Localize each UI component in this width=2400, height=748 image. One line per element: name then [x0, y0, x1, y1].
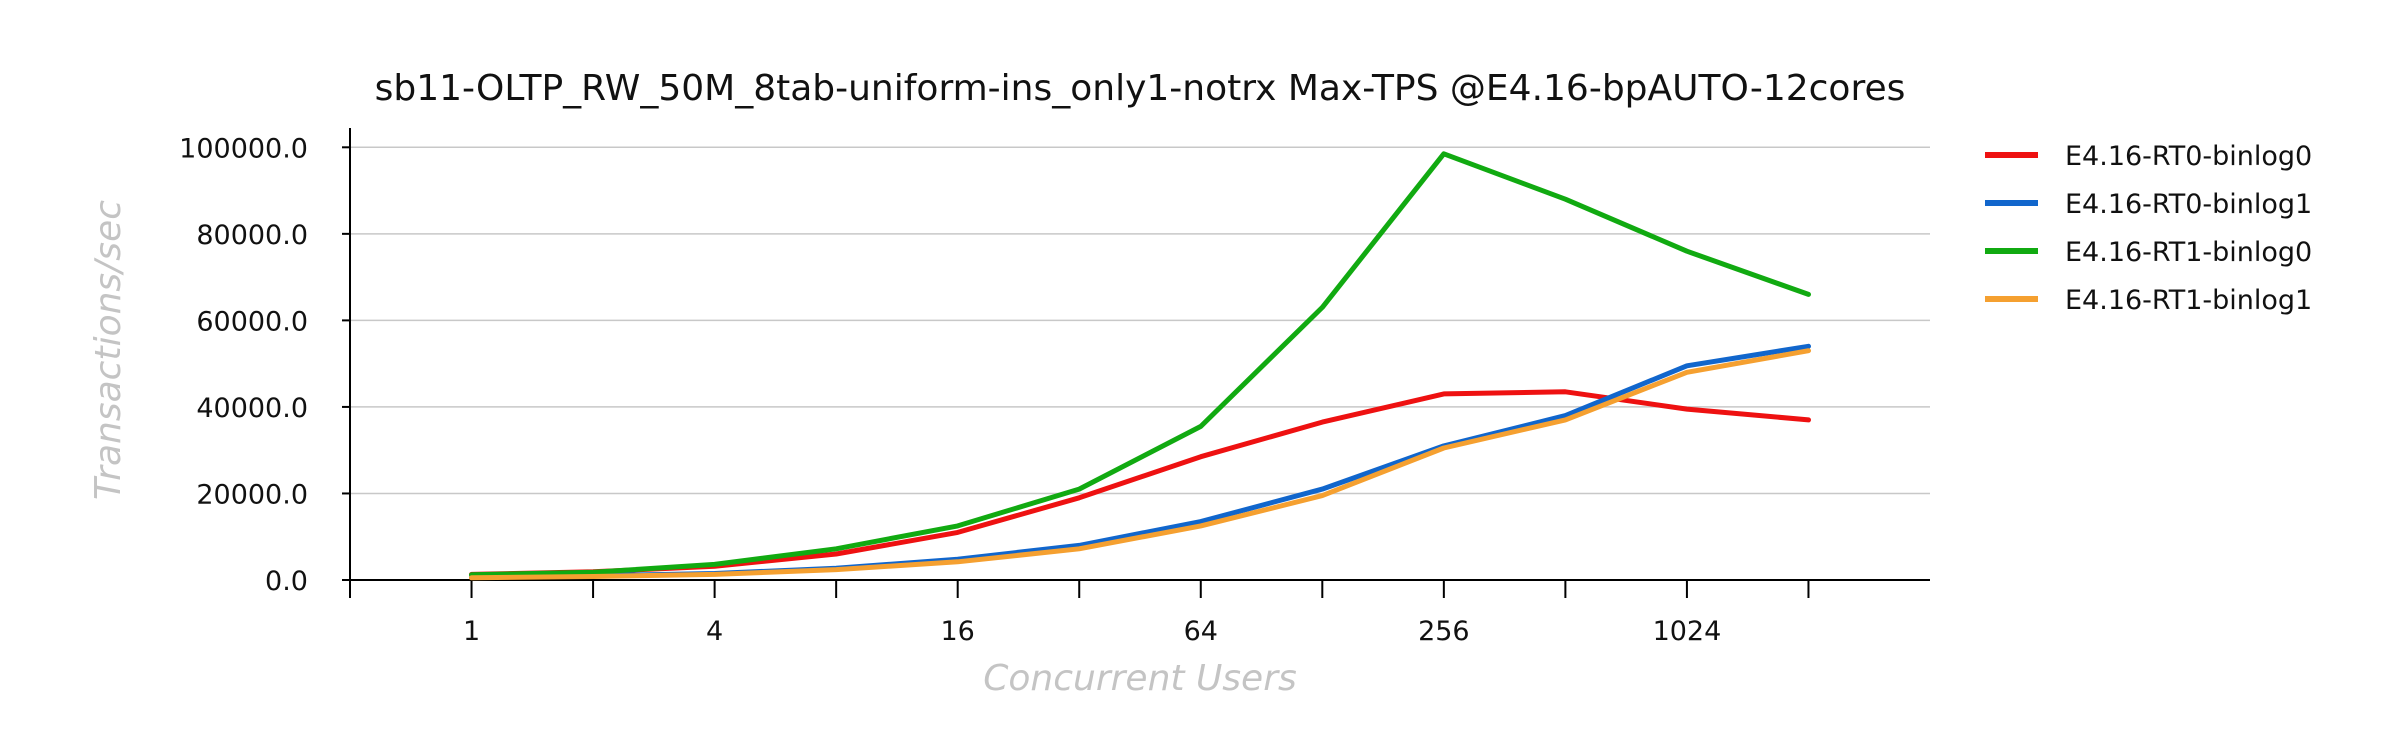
series-line — [469, 348, 1811, 581]
x-tick-label: 4 — [706, 616, 723, 647]
legend: E4.16-RT0-binlog0 E4.16-RT0-binlog1 E4.16-… — [1985, 141, 2312, 316]
y-axis-title: Transactions/sec — [88, 200, 129, 500]
legend-label: E4.16-RT1-binlog0 — [2065, 237, 2312, 268]
x-axis-ticks: 1 4 16 64 256 1024 — [349, 580, 1810, 647]
x-tick-label: 16 — [941, 616, 975, 647]
y-tick-label: 60000.0 — [196, 306, 308, 337]
series — [469, 151, 1811, 581]
axes — [349, 128, 1930, 581]
legend-label: E4.16-RT0-binlog0 — [2065, 141, 2312, 172]
x-axis-title: Concurrent Users — [983, 658, 1297, 699]
y-axis-ticks: 0.0 20000.0 40000.0 60000.0 80000.0 100000.0 — [179, 133, 350, 597]
legend-label: E4.16-RT0-binlog1 — [2065, 189, 2312, 220]
x-tick-label: 1024 — [1653, 616, 1722, 647]
y-tick-label: 0.0 — [265, 566, 308, 597]
series-line — [469, 389, 1811, 577]
series-line — [469, 343, 1811, 580]
grid — [350, 146, 1930, 495]
chart-title: sb11-OLTP_RW_50M_8tab-uniform-ins_only1-… — [375, 68, 1906, 109]
y-tick-label: 80000.0 — [196, 220, 308, 251]
series-line — [469, 151, 1811, 578]
x-tick-label: 1 — [463, 616, 480, 647]
y-tick-label: 100000.0 — [179, 133, 308, 164]
y-tick-label: 40000.0 — [196, 393, 308, 424]
y-tick-label: 20000.0 — [196, 479, 308, 510]
x-tick-label: 256 — [1418, 616, 1470, 647]
legend-label: E4.16-RT1-binlog1 — [2065, 285, 2312, 316]
x-tick-label: 64 — [1184, 616, 1218, 647]
